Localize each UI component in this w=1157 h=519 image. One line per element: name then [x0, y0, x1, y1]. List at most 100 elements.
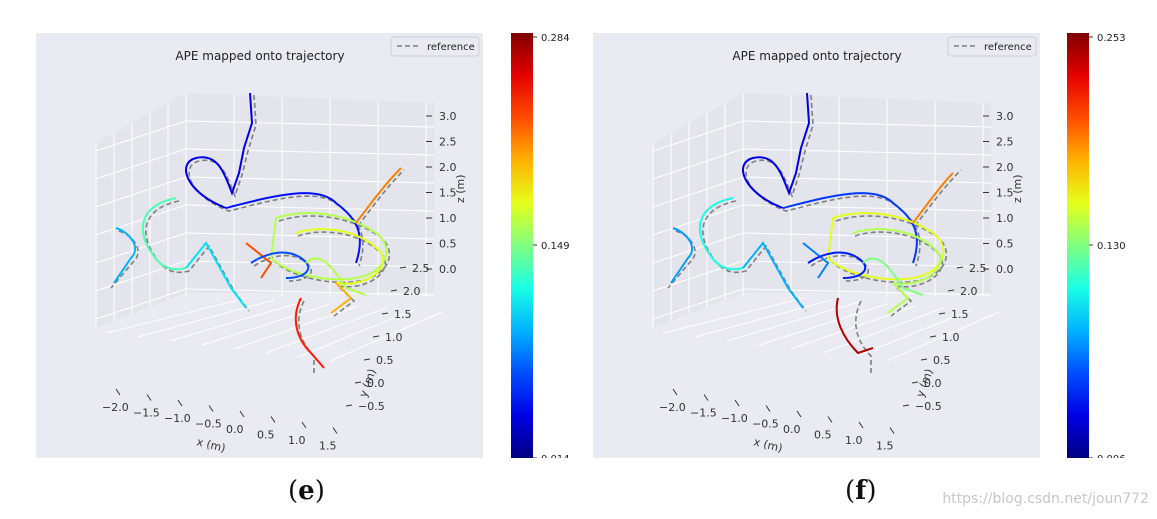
z-tick-label: 0.5 [996, 238, 1014, 251]
chart-title: APE mapped onto trajectory [732, 49, 901, 63]
watermark: https://blog.csdn.net/joun772 [942, 491, 1149, 507]
reference-segment [188, 94, 364, 267]
y-tick-label: 0.0 [367, 377, 385, 390]
y-tick-label: −0.5 [915, 400, 942, 413]
trajectory-segment [355, 167, 402, 224]
y-tick-label: 1.0 [385, 331, 403, 344]
trajectory-segment [245, 242, 273, 279]
z-tick-label: 1.5 [996, 187, 1014, 200]
trajectory-segment [305, 257, 367, 296]
colorbar-tick-label: 0.253 [1097, 33, 1126, 44]
y-tick-label: 1.5 [394, 308, 412, 321]
axes-pane [653, 93, 991, 328]
legend-label: reference [984, 42, 1032, 53]
x-tick-label: −2.0 [659, 401, 686, 414]
z-tick-label: 0.0 [439, 263, 457, 276]
trajectory-segment [862, 257, 924, 296]
x-tick-label: −1.0 [164, 412, 191, 425]
y-tick-label: 0.5 [933, 354, 951, 367]
chart-title: APE mapped onto trajectory [175, 49, 344, 63]
z-tick-label: 1.5 [439, 187, 457, 200]
colorbar-tick-label: 0.014 [541, 454, 570, 458]
y-tick-label: −0.5 [358, 400, 385, 413]
colorbar-tick-label: 0.130 [1097, 241, 1126, 252]
x-tick-label: −0.5 [752, 418, 779, 431]
y-tick-label: 2.0 [403, 285, 421, 298]
reference-segment [702, 200, 807, 312]
z-axis-label: z (m) [454, 174, 467, 203]
x-tick-label: 1.5 [876, 440, 894, 453]
colorbar-e: 0.284 0.149 0.014 [511, 33, 581, 465]
trajectory-segment [802, 242, 830, 279]
trajectory-segment [294, 297, 325, 369]
axes-pane [96, 93, 434, 328]
x-tick-label: 0.5 [257, 429, 275, 442]
plot-panel-e: APE mapped onto trajectory reference 0.0 0.… [36, 33, 483, 458]
legend: reference [947, 36, 1037, 57]
reference-segment [273, 215, 391, 284]
z-tick-label: 3.0 [439, 110, 457, 123]
estimated-trajectory [670, 92, 954, 355]
reference-segment [745, 94, 921, 267]
x-tick-label: −2.0 [102, 401, 129, 414]
x-tick-label: 0.0 [226, 423, 244, 436]
trajectory-segment [185, 241, 247, 309]
reference-trajectory [667, 94, 962, 373]
x-tick-label: −0.5 [195, 418, 222, 431]
legend-label: reference [427, 42, 475, 53]
z-tick-label: 0.0 [996, 263, 1014, 276]
colorbar-f: 0.253 0.130 0.006 [1067, 33, 1147, 465]
reference-segment [667, 230, 696, 289]
y-tick-label: 0.0 [924, 377, 942, 390]
plot-svg-e: APE mapped onto trajectory reference 0.0 0.… [36, 33, 483, 458]
reference-segment [830, 215, 948, 284]
reference-segment [145, 200, 250, 312]
trajectory-segment [185, 92, 254, 209]
trajectory-segment [295, 228, 385, 285]
caption-letter-f: f [855, 476, 867, 506]
trajectory-segment [141, 197, 187, 271]
z-tick-label: 3.0 [996, 110, 1014, 123]
reference-segment [914, 169, 962, 227]
y-tick-label: 1.0 [942, 331, 960, 344]
x-tick-label: 1.0 [845, 434, 863, 447]
x-tick-label: 1.0 [288, 434, 306, 447]
plot-svg-f: APE mapped onto trajectory reference 0.0 0.… [593, 33, 1040, 458]
legend: reference [390, 36, 480, 57]
y-tick-label: 0.5 [376, 354, 394, 367]
z-tick-label: 2.0 [996, 161, 1014, 174]
x-tick-label: 1.5 [319, 440, 337, 453]
x-tick-label: −1.0 [721, 412, 748, 425]
z-tick-label: 2.0 [439, 161, 457, 174]
x-tick-label: 0.0 [783, 423, 801, 436]
z-tick-label: 0.5 [439, 238, 457, 251]
trajectory-segment [330, 282, 353, 314]
x-tick-label: −1.5 [133, 407, 160, 420]
reference-segment [855, 300, 872, 373]
x-tick-label: 0.5 [814, 429, 832, 442]
trajectory-segment [113, 227, 136, 284]
trajectory-segment [670, 227, 693, 284]
trajectory-segment [826, 212, 945, 281]
trajectory-segment [852, 228, 942, 285]
trajectory-segment [742, 92, 811, 209]
plot-panel-f: APE mapped onto trajectory reference 0.0 0.… [593, 33, 1040, 458]
trajectory-segment [742, 241, 804, 309]
z-tick-label: 2.5 [439, 136, 457, 149]
colorbar-gradient [1067, 33, 1089, 458]
z-tick-label: 1.0 [439, 212, 457, 225]
z-axis-label: z (m) [1011, 174, 1024, 203]
colorbar-gradient [511, 33, 533, 458]
trajectory-segment [807, 251, 867, 279]
z-tick-label: 2.5 [996, 136, 1014, 149]
trajectory-segment [269, 212, 388, 281]
trajectory-segment [835, 297, 874, 355]
trajectory-segment [912, 172, 954, 224]
y-tick-label: 2.5 [412, 262, 430, 275]
trajectory-segment [887, 282, 910, 314]
y-tick-label: 2.0 [960, 285, 978, 298]
y-tick-label: 2.5 [969, 262, 987, 275]
reference-segment [110, 230, 139, 289]
z-tick-label: 1.0 [996, 212, 1014, 225]
y-tick-label: 1.5 [951, 308, 969, 321]
